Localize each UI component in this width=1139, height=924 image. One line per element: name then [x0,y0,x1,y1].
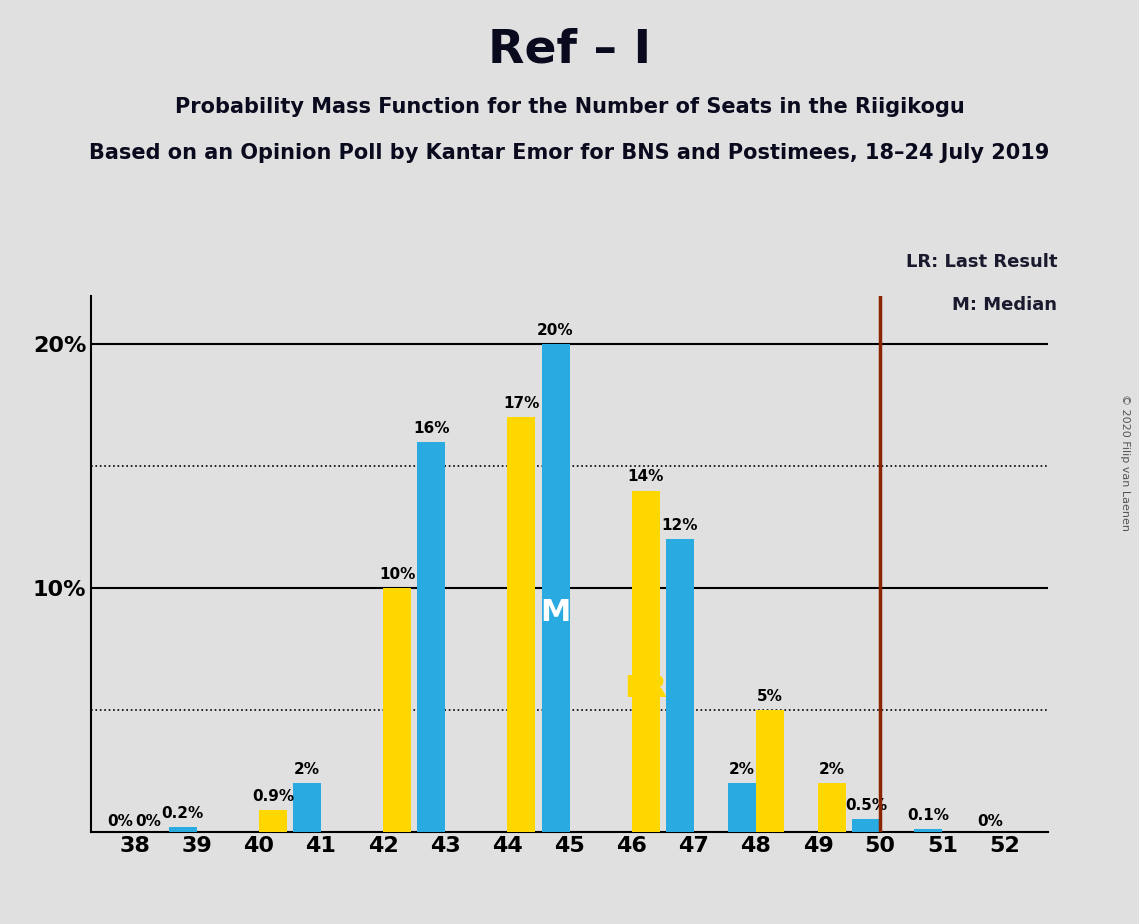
Text: 0.1%: 0.1% [908,808,949,823]
Text: 0%: 0% [108,814,133,829]
Bar [756,710,784,832]
Text: 20%: 20% [538,323,574,338]
Text: 17%: 17% [503,396,540,411]
Bar [417,442,445,832]
Text: 5%: 5% [757,688,782,704]
Bar [259,809,287,832]
Bar [852,820,880,832]
Text: 0.2%: 0.2% [162,806,204,821]
Text: M: M [540,598,571,626]
Text: LR: LR [624,674,667,703]
Text: 14%: 14% [628,469,664,484]
Bar [293,783,321,832]
Text: 0.5%: 0.5% [845,798,887,813]
Text: © 2020 Filip van Laenen: © 2020 Filip van Laenen [1121,394,1130,530]
Bar [383,588,411,832]
Bar [728,783,756,832]
Text: 12%: 12% [662,518,698,533]
Bar [169,827,197,832]
Text: Based on an Opinion Poll by Kantar Emor for BNS and Postimees, 18–24 July 2019: Based on an Opinion Poll by Kantar Emor … [89,143,1050,164]
Bar [666,540,694,832]
Bar [632,491,659,832]
Text: 10%: 10% [379,567,416,582]
Text: 0.9%: 0.9% [252,788,294,804]
Bar [541,345,570,832]
Text: LR: Last Result: LR: Last Result [906,253,1057,271]
Bar [818,783,846,832]
Text: M: Median: M: Median [952,296,1057,313]
Bar [915,829,942,832]
Text: 2%: 2% [294,761,320,777]
Text: 0%: 0% [977,814,1003,829]
Text: 2%: 2% [819,761,845,777]
Text: Probability Mass Function for the Number of Seats in the Riigikogu: Probability Mass Function for the Number… [174,97,965,117]
Text: 0%: 0% [136,814,162,829]
Bar [507,418,535,832]
Text: 2%: 2% [729,761,755,777]
Text: Ref – I: Ref – I [487,28,652,73]
Text: 16%: 16% [413,420,450,436]
